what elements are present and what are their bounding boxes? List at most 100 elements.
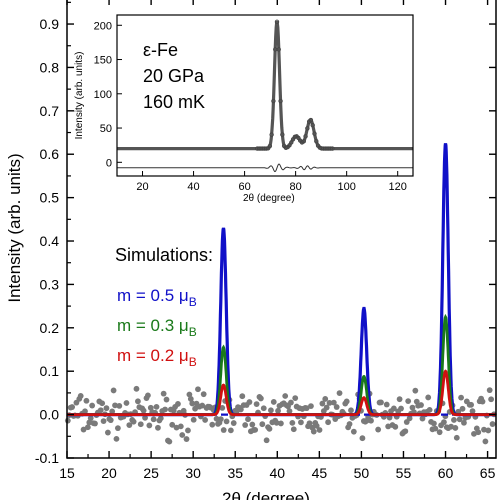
inset-data-marker	[308, 117, 314, 123]
data-point	[418, 402, 424, 408]
data-point	[425, 394, 432, 401]
inset-data-marker	[301, 139, 306, 144]
data-point	[230, 420, 237, 426]
x-axis-label: 2θ (degree)	[222, 489, 310, 500]
inset-y-tick-label: 0	[106, 157, 112, 169]
data-point	[278, 420, 284, 427]
data-point	[126, 422, 133, 428]
data-point	[479, 398, 486, 405]
data-point	[461, 419, 467, 426]
data-point	[249, 421, 256, 428]
x-tick-label: 30	[185, 465, 201, 481]
y-tick-label: 0.8	[40, 59, 60, 75]
y-tick-label: 0.9	[40, 16, 60, 32]
inset-data-marker	[289, 140, 294, 145]
data-point	[326, 399, 333, 406]
data-point	[475, 429, 482, 436]
data-point	[330, 399, 337, 406]
data-point	[135, 398, 141, 405]
y-tick-label: 0.5	[40, 190, 60, 206]
inset-x-tick-label: 40	[187, 181, 199, 193]
data-point	[310, 428, 317, 435]
x-tick-label: 20	[101, 465, 117, 481]
data-point	[266, 425, 273, 432]
data-point	[458, 394, 464, 401]
data-point	[485, 427, 492, 434]
x-tick-label: 25	[143, 465, 159, 481]
data-point	[348, 407, 354, 414]
inset-data-marker	[314, 138, 319, 144]
data-point	[89, 402, 96, 409]
inset-data-marker	[271, 98, 276, 104]
data-point	[199, 402, 206, 409]
data-point	[396, 396, 403, 403]
legend-entry: m = 0.2 μB	[117, 346, 197, 369]
data-point	[378, 399, 384, 406]
inset-data-marker	[278, 98, 283, 104]
data-point	[87, 415, 94, 422]
data-point	[130, 418, 137, 425]
data-point	[481, 426, 487, 433]
data-point	[84, 424, 91, 431]
data-point	[441, 419, 447, 426]
data-point	[488, 396, 495, 403]
data-point	[160, 390, 167, 397]
inset-x-tick-label: 20	[136, 181, 148, 193]
data-point	[83, 397, 90, 404]
data-point	[187, 395, 194, 402]
inset-data-marker	[303, 134, 308, 139]
data-point	[162, 406, 168, 413]
data-point	[112, 402, 118, 409]
data-point	[253, 401, 260, 408]
data-point	[319, 400, 326, 407]
data-point	[103, 405, 110, 412]
data-point	[166, 438, 173, 445]
data-point	[157, 415, 164, 422]
data-point	[456, 416, 463, 423]
data-point	[398, 405, 404, 412]
y-tick-label: 0.1	[40, 363, 60, 379]
data-point	[190, 416, 197, 423]
data-point	[489, 421, 496, 427]
data-point	[209, 421, 216, 428]
series-line	[67, 369, 496, 416]
data-point	[432, 425, 439, 432]
data-point	[183, 436, 190, 442]
data-point	[486, 387, 493, 394]
data-point	[451, 417, 457, 423]
y-tick-label: 0.2	[40, 320, 60, 336]
data-point	[123, 400, 130, 406]
data-point	[375, 426, 382, 433]
data-point	[453, 434, 460, 441]
data-point	[97, 407, 104, 414]
data-point	[431, 420, 437, 427]
data-point	[426, 406, 433, 413]
legend-title: Simulations:	[115, 245, 213, 265]
x-tick-label: 15	[59, 465, 75, 481]
inset-data-marker	[267, 143, 273, 149]
data-point	[270, 399, 277, 405]
data-point	[245, 416, 251, 423]
data-point	[316, 427, 323, 433]
data-point	[333, 404, 340, 410]
data-point	[150, 416, 157, 423]
data-point	[383, 401, 390, 408]
data-point	[192, 405, 199, 412]
data-point	[185, 427, 191, 434]
data-point	[412, 387, 419, 394]
data-point	[306, 420, 313, 427]
data-point	[286, 408, 293, 415]
data-point	[390, 405, 397, 412]
data-point	[346, 421, 353, 427]
y-tick-label: 0.6	[40, 146, 60, 162]
inset-x-tick-label: 100	[337, 181, 355, 193]
data-point	[406, 415, 413, 422]
data-point	[82, 408, 88, 415]
data-point	[80, 426, 87, 433]
data-point	[459, 405, 466, 412]
y-tick-label: -0.1	[35, 450, 59, 466]
inset-data-marker	[274, 19, 280, 25]
inset-y-axis-label: Intensity (arb. units)	[74, 52, 85, 140]
inset-data-marker	[264, 146, 269, 151]
